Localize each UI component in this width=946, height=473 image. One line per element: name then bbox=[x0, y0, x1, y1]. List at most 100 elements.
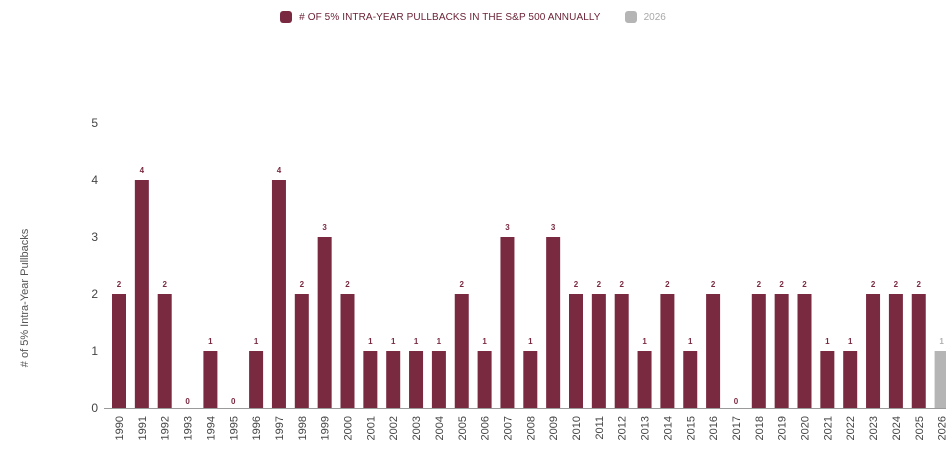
x-tick-label-1993: 1993 bbox=[183, 416, 195, 440]
legend-swatch-pullbacks bbox=[280, 11, 293, 23]
bar-1997 bbox=[271, 180, 286, 408]
value-label-2016: 2 bbox=[711, 280, 716, 289]
value-label-2021: 1 bbox=[825, 337, 830, 346]
value-label-2000: 2 bbox=[345, 280, 350, 289]
bar-2008 bbox=[523, 351, 538, 408]
y-tick-label: 2 bbox=[91, 287, 98, 301]
x-tick-label-2016: 2016 bbox=[708, 416, 720, 440]
legend-item-pullbacks: # OF 5% INTRA-YEAR PULLBACKS IN THE S&P … bbox=[280, 11, 600, 23]
bar-2001 bbox=[363, 351, 378, 408]
value-label-2022: 1 bbox=[848, 337, 853, 346]
value-label-2004: 1 bbox=[437, 337, 442, 346]
value-label-1994: 1 bbox=[208, 337, 213, 346]
value-label-1991: 4 bbox=[140, 166, 145, 175]
value-label-2002: 1 bbox=[391, 337, 396, 346]
value-label-2017: 0 bbox=[734, 397, 739, 406]
y-axis-ticks: 0 1 2 3 4 5 bbox=[91, 116, 98, 415]
bar-2003 bbox=[409, 351, 424, 408]
x-tick-label-2012: 2012 bbox=[617, 416, 629, 440]
bars bbox=[112, 180, 946, 408]
x-tick-label-1990: 1990 bbox=[114, 416, 126, 440]
bar-1991 bbox=[134, 180, 149, 408]
legend-item-2026: 2026 bbox=[624, 11, 666, 23]
value-label-1998: 2 bbox=[300, 280, 305, 289]
bar-2025 bbox=[911, 294, 926, 408]
x-tick-label-2018: 2018 bbox=[754, 416, 766, 440]
bar-2010 bbox=[569, 294, 583, 408]
value-label-2001: 1 bbox=[368, 337, 373, 346]
x-tick-label-2001: 2001 bbox=[365, 416, 377, 440]
x-tick-label-1995: 1995 bbox=[228, 416, 240, 440]
value-label-2013: 1 bbox=[642, 337, 647, 346]
x-tick-label-2009: 2009 bbox=[548, 416, 560, 440]
x-tick-label-2022: 2022 bbox=[845, 416, 857, 440]
x-tick-label-1997: 1997 bbox=[274, 416, 286, 440]
value-label-1995: 0 bbox=[231, 397, 236, 406]
x-axis-ticks: 1990 1991 1992 1993 1994 1995 1996 1997 1998 1999… bbox=[114, 416, 946, 440]
x-tick-label-1991: 1991 bbox=[137, 416, 149, 440]
value-label-2018: 2 bbox=[757, 280, 762, 289]
x-tick-label-2000: 2000 bbox=[343, 416, 355, 440]
bar-1992 bbox=[157, 294, 172, 408]
bar-1990 bbox=[112, 294, 126, 408]
value-label-2014: 2 bbox=[665, 280, 670, 289]
value-label-2009: 3 bbox=[551, 223, 556, 232]
y-tick-label: 3 bbox=[91, 230, 98, 244]
bar-2005 bbox=[454, 294, 469, 408]
value-label-2026: 1 bbox=[939, 337, 944, 346]
value-label-1997: 4 bbox=[277, 166, 282, 175]
bar-2006 bbox=[477, 351, 492, 408]
x-tick-label-2002: 2002 bbox=[388, 416, 400, 440]
bar-2019 bbox=[774, 294, 789, 408]
value-label-1990: 2 bbox=[117, 280, 122, 289]
value-label-2007: 3 bbox=[505, 223, 510, 232]
value-label-2012: 2 bbox=[619, 280, 624, 289]
x-tick-label-2015: 2015 bbox=[685, 416, 697, 440]
x-tick-label-2024: 2024 bbox=[891, 416, 903, 440]
y-tick-label: 4 bbox=[91, 173, 98, 187]
bar-1996 bbox=[249, 351, 264, 408]
x-tick-label-2017: 2017 bbox=[731, 416, 743, 440]
x-tick-label-2014: 2014 bbox=[662, 416, 674, 440]
x-tick-label-1992: 1992 bbox=[160, 416, 172, 440]
bar-2000 bbox=[340, 294, 355, 408]
bar-2021 bbox=[820, 351, 835, 408]
bar-2004 bbox=[431, 351, 446, 408]
legend-label-pullbacks: # OF 5% INTRA-YEAR PULLBACKS IN THE S&P … bbox=[299, 11, 601, 23]
bar-2022 bbox=[843, 351, 858, 408]
value-labels: 2 4 2 0 1 0 1 4 2 3 2 1 1 1 1 2 1 3 1 3 2 2 2 1 2 1 2 0 2 2 2 1 1 2 2 2 1 bbox=[117, 166, 945, 406]
x-tick-label-2011: 2011 bbox=[594, 416, 606, 440]
bar-2012 bbox=[614, 294, 629, 408]
bar-2014 bbox=[660, 294, 675, 408]
chart-legend: # OF 5% INTRA-YEAR PULLBACKS IN THE S&P … bbox=[0, 11, 946, 23]
value-label-1993: 0 bbox=[185, 397, 190, 406]
x-tick-label-2008: 2008 bbox=[525, 416, 537, 440]
x-tick-label-1998: 1998 bbox=[297, 416, 309, 440]
value-label-1996: 1 bbox=[254, 337, 259, 346]
bar-1994 bbox=[203, 351, 218, 408]
bar-2002 bbox=[386, 351, 401, 408]
bar-2013 bbox=[637, 351, 652, 408]
value-label-2005: 2 bbox=[460, 280, 465, 289]
x-tick-label-2013: 2013 bbox=[640, 416, 652, 440]
value-label-2006: 1 bbox=[482, 337, 487, 346]
x-tick-label-2019: 2019 bbox=[777, 416, 789, 440]
bar-1999 bbox=[317, 237, 332, 408]
x-tick-label-2007: 2007 bbox=[502, 416, 514, 440]
value-label-2025: 2 bbox=[917, 280, 922, 289]
value-label-2003: 1 bbox=[414, 337, 419, 346]
x-tick-label-1999: 1999 bbox=[320, 416, 332, 440]
bar-2020 bbox=[797, 294, 812, 408]
x-tick-label-2004: 2004 bbox=[434, 416, 446, 440]
bar-2018 bbox=[751, 294, 766, 408]
value-label-2024: 2 bbox=[894, 280, 899, 289]
value-label-2023: 2 bbox=[871, 280, 876, 289]
value-label-2008: 1 bbox=[528, 337, 533, 346]
y-tick-label: 5 bbox=[91, 116, 98, 130]
x-tick-label-1996: 1996 bbox=[251, 416, 263, 440]
legend-label-2026: 2026 bbox=[643, 11, 666, 23]
x-tick-label-2020: 2020 bbox=[800, 416, 812, 440]
value-label-2019: 2 bbox=[779, 280, 784, 289]
x-tick-label-2025: 2025 bbox=[914, 416, 926, 440]
